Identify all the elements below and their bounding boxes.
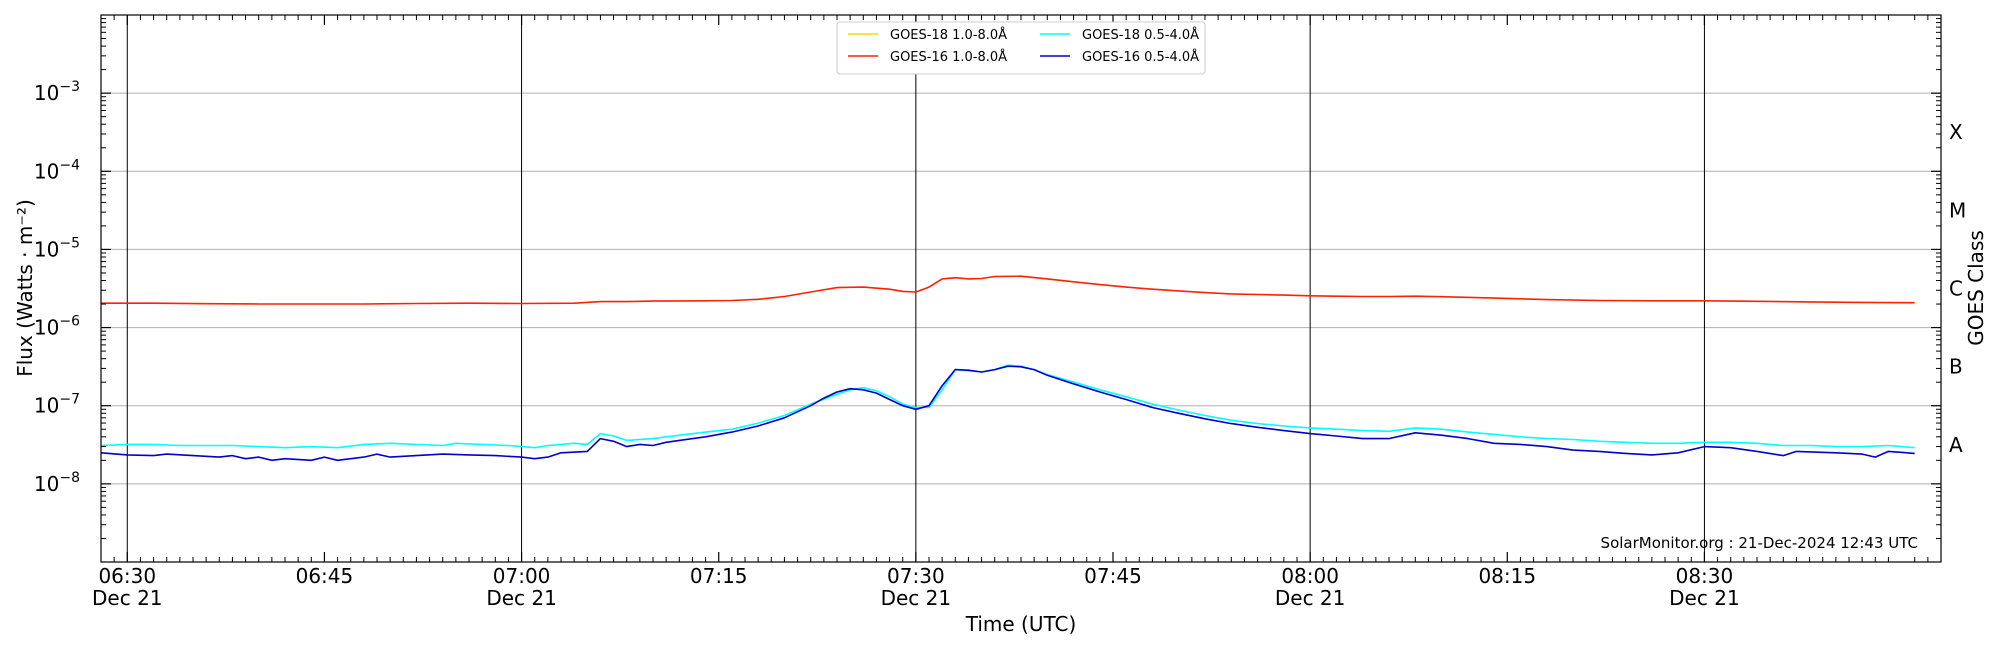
credit-text: SolarMonitor.org : 21-Dec-2024 12:43 UTC bbox=[1601, 534, 1918, 552]
x-tick-label: 08:15 bbox=[1478, 564, 1536, 588]
x-tick-label: 07:45 bbox=[1084, 564, 1142, 588]
goes-class-label: B bbox=[1949, 355, 1963, 379]
goes-class-axis-title: GOES Class bbox=[1964, 230, 1988, 346]
y-tick-label: 10−5 bbox=[34, 235, 80, 261]
x-tick-label: 07:30 bbox=[887, 564, 945, 588]
y-axis-title: Flux (Watts · m⁻²) bbox=[13, 199, 37, 377]
y-tick-label: 10−6 bbox=[34, 314, 80, 340]
goes-class-label: C bbox=[1949, 277, 1963, 301]
x-tick-date-label: Dec 21 bbox=[881, 586, 952, 610]
x-tick-label: 07:15 bbox=[690, 564, 748, 588]
series-layer bbox=[100, 275, 1915, 462]
x-tick-date-label: Dec 21 bbox=[92, 586, 163, 610]
plot-frame bbox=[100, 14, 1942, 563]
legend-label: GOES-16 0.5-4.0Å bbox=[1082, 49, 1199, 65]
series-line bbox=[100, 364, 1915, 449]
series-line bbox=[101, 275, 1915, 305]
y-tick-label: 10−4 bbox=[34, 157, 80, 183]
y-tick-label: 10−7 bbox=[34, 392, 80, 418]
x-tick-date-label: Dec 21 bbox=[1669, 586, 1740, 610]
legend-label: GOES-18 0.5-4.0Å bbox=[1082, 27, 1199, 43]
x-axis-title: Time (UTC) bbox=[965, 612, 1077, 636]
ticks-layer bbox=[100, 15, 1942, 562]
x-tick-label: 08:30 bbox=[1676, 564, 1734, 588]
goes-class-label: M bbox=[1949, 198, 1966, 222]
x-tick-date-label: Dec 21 bbox=[1275, 586, 1346, 610]
y-tick-label: 10−8 bbox=[34, 470, 80, 496]
legend-label: GOES-18 1.0-8.0Å bbox=[890, 27, 1007, 43]
legend: GOES-18 1.0-8.0Å GOES-16 1.0-8.0Å GOES-18 … bbox=[836, 21, 1206, 75]
x-tick-label: 06:30 bbox=[98, 564, 156, 588]
y-tick-label: 10−3 bbox=[34, 79, 80, 105]
x-tick-label: 08:00 bbox=[1281, 564, 1339, 588]
legend-label: GOES-16 1.0-8.0Å bbox=[890, 49, 1007, 65]
grid-layer bbox=[101, 15, 1941, 562]
goes-class-label: A bbox=[1949, 433, 1963, 457]
x-tick-label: 07:00 bbox=[493, 564, 551, 588]
goes-class-label: X bbox=[1949, 120, 1963, 144]
series-line bbox=[100, 365, 1915, 462]
x-tick-date-label: Dec 21 bbox=[486, 586, 557, 610]
legend-box bbox=[836, 21, 1206, 75]
x-tick-label: 06:45 bbox=[296, 564, 354, 588]
